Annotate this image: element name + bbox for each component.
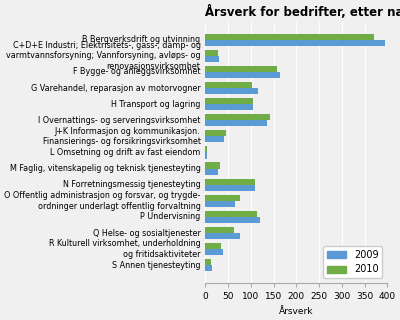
Bar [206, 227, 234, 233]
Bar [206, 66, 277, 72]
Bar [206, 130, 226, 136]
Bar [206, 201, 235, 207]
Bar [206, 153, 207, 159]
Bar [206, 169, 218, 175]
Bar [206, 56, 219, 62]
Text: Årsverk for bedrifter, etter næringshovedområder. 2009-2010: Årsverk for bedrifter, etter næringshove… [206, 4, 400, 19]
Bar [206, 114, 270, 120]
Bar [206, 82, 252, 88]
Bar [206, 217, 260, 223]
Bar [206, 40, 385, 46]
Bar [206, 259, 211, 265]
Bar [206, 34, 374, 40]
Bar [206, 211, 257, 217]
Bar [206, 72, 280, 78]
Bar [206, 50, 218, 56]
Bar [206, 163, 220, 169]
Bar [206, 88, 258, 94]
Bar [206, 104, 253, 110]
Legend: 2009, 2010: 2009, 2010 [323, 246, 382, 278]
Bar [206, 136, 224, 142]
Bar [206, 98, 253, 104]
Bar [206, 120, 267, 126]
Bar [206, 265, 212, 271]
Bar [206, 185, 256, 191]
Bar [206, 146, 207, 153]
Bar [206, 249, 223, 255]
X-axis label: Årsverk: Årsverk [279, 307, 314, 316]
Bar [206, 243, 221, 249]
Bar [206, 195, 240, 201]
Bar [206, 179, 256, 185]
Bar [206, 233, 240, 239]
